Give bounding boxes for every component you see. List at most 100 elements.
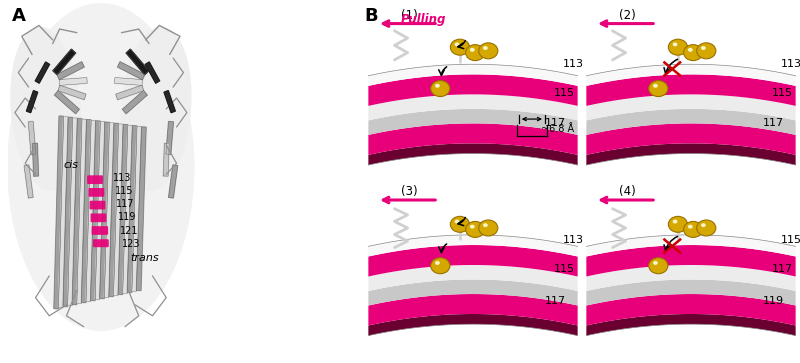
Polygon shape <box>122 125 132 294</box>
Text: 117: 117 <box>116 199 135 209</box>
Polygon shape <box>53 49 75 75</box>
Polygon shape <box>33 143 38 176</box>
Circle shape <box>435 84 440 88</box>
Polygon shape <box>368 143 578 165</box>
Polygon shape <box>586 280 796 306</box>
Circle shape <box>478 220 498 236</box>
Polygon shape <box>368 109 578 135</box>
Polygon shape <box>368 74 578 106</box>
Text: 115: 115 <box>772 87 793 98</box>
Polygon shape <box>26 91 38 113</box>
Text: trans: trans <box>130 253 158 263</box>
Polygon shape <box>586 245 796 277</box>
Polygon shape <box>86 120 96 302</box>
Circle shape <box>430 81 450 97</box>
Text: (1): (1) <box>401 9 418 22</box>
Ellipse shape <box>11 28 81 190</box>
Circle shape <box>454 220 459 224</box>
Circle shape <box>483 46 488 50</box>
Text: 113: 113 <box>562 58 583 69</box>
Circle shape <box>673 42 678 46</box>
Text: 117: 117 <box>545 295 566 306</box>
Circle shape <box>466 45 485 61</box>
Polygon shape <box>368 64 578 86</box>
Circle shape <box>470 48 474 52</box>
Polygon shape <box>368 280 578 306</box>
Polygon shape <box>368 265 578 291</box>
Polygon shape <box>68 118 78 306</box>
Ellipse shape <box>8 4 194 330</box>
Ellipse shape <box>121 28 191 190</box>
Polygon shape <box>163 143 169 176</box>
FancyBboxPatch shape <box>89 188 104 197</box>
Polygon shape <box>63 117 73 307</box>
Polygon shape <box>72 118 82 305</box>
Polygon shape <box>54 91 79 114</box>
Text: 113: 113 <box>113 173 131 183</box>
Polygon shape <box>368 123 578 155</box>
Text: 115: 115 <box>114 186 133 196</box>
Text: 123: 123 <box>122 239 140 249</box>
Polygon shape <box>58 85 86 100</box>
Text: ~6.8 Å: ~6.8 Å <box>541 124 574 134</box>
Polygon shape <box>104 123 114 298</box>
Polygon shape <box>137 127 146 290</box>
Circle shape <box>649 81 668 97</box>
Polygon shape <box>35 62 50 83</box>
Polygon shape <box>586 143 796 165</box>
Polygon shape <box>368 235 578 257</box>
Polygon shape <box>586 94 796 121</box>
Polygon shape <box>586 265 796 291</box>
Text: 113: 113 <box>562 234 583 245</box>
Circle shape <box>450 39 470 55</box>
Polygon shape <box>114 78 142 85</box>
Text: (3): (3) <box>401 185 418 198</box>
Polygon shape <box>127 126 137 293</box>
Polygon shape <box>118 62 145 80</box>
Circle shape <box>697 220 716 236</box>
Polygon shape <box>116 85 144 100</box>
Polygon shape <box>368 245 578 277</box>
Text: A: A <box>11 7 26 25</box>
Circle shape <box>683 45 702 61</box>
Circle shape <box>697 43 716 59</box>
Circle shape <box>430 258 450 274</box>
Circle shape <box>688 225 693 229</box>
Polygon shape <box>132 126 142 291</box>
Circle shape <box>478 43 498 59</box>
Polygon shape <box>28 122 36 154</box>
Polygon shape <box>586 294 796 326</box>
Text: 121: 121 <box>120 225 138 236</box>
FancyBboxPatch shape <box>93 239 109 247</box>
Polygon shape <box>57 62 84 80</box>
Circle shape <box>701 46 706 50</box>
Circle shape <box>454 42 459 46</box>
FancyBboxPatch shape <box>90 213 106 222</box>
Polygon shape <box>586 64 796 86</box>
Polygon shape <box>77 119 86 303</box>
Polygon shape <box>169 165 178 198</box>
Polygon shape <box>90 121 100 301</box>
Text: cis: cis <box>63 160 78 170</box>
Text: 115: 115 <box>554 87 574 98</box>
Text: (4): (4) <box>619 185 636 198</box>
Circle shape <box>653 84 658 88</box>
FancyBboxPatch shape <box>90 201 106 209</box>
Text: 119: 119 <box>118 212 137 223</box>
Polygon shape <box>586 314 796 336</box>
Circle shape <box>668 39 687 55</box>
Text: 113: 113 <box>780 58 800 69</box>
Polygon shape <box>368 94 578 121</box>
Polygon shape <box>82 120 91 303</box>
Text: (2): (2) <box>619 9 636 22</box>
Text: 117: 117 <box>763 118 784 129</box>
Polygon shape <box>586 235 796 257</box>
Polygon shape <box>586 74 796 106</box>
Text: 117: 117 <box>772 264 793 274</box>
Polygon shape <box>24 165 33 198</box>
Circle shape <box>701 223 706 227</box>
Polygon shape <box>118 125 128 294</box>
Polygon shape <box>58 117 68 307</box>
Polygon shape <box>586 109 796 135</box>
Text: Pulling: Pulling <box>401 13 446 26</box>
